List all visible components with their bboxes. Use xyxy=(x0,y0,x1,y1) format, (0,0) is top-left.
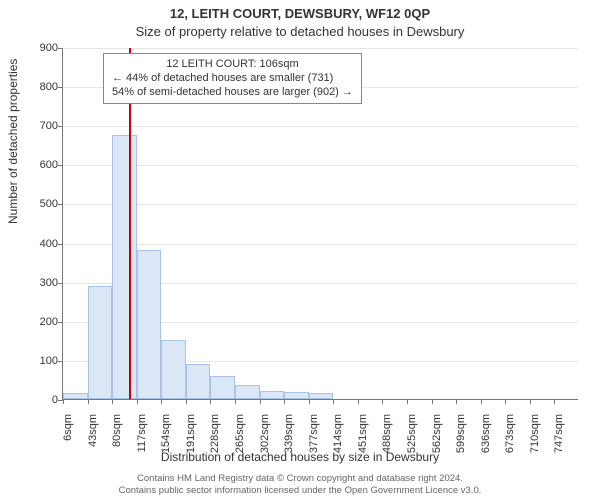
y-tick-mark xyxy=(58,204,63,205)
gridline xyxy=(63,244,578,245)
y-tick-label: 100 xyxy=(8,355,58,367)
histogram-bar xyxy=(284,392,309,399)
histogram-bar xyxy=(260,391,285,399)
y-tick-mark xyxy=(58,322,63,323)
page-title-subtitle: Size of property relative to detached ho… xyxy=(0,24,600,39)
x-tick-mark xyxy=(284,399,285,404)
x-tick-label: 6sqm xyxy=(62,414,74,454)
x-tick-mark xyxy=(235,399,236,404)
x-tick-label: 525sqm xyxy=(406,414,418,454)
x-tick-mark xyxy=(112,399,113,404)
y-tick-label: 600 xyxy=(8,159,58,171)
page-title-address: 12, LEITH COURT, DEWSBURY, WF12 0QP xyxy=(0,6,600,21)
histogram-bar xyxy=(235,385,260,399)
x-tick-label: 43sqm xyxy=(87,414,99,454)
x-tick-label: 377sqm xyxy=(308,414,320,454)
y-tick-label: 200 xyxy=(8,316,58,328)
x-tick-label: 747sqm xyxy=(553,414,565,454)
x-tick-mark xyxy=(333,399,334,404)
x-tick-label: 302sqm xyxy=(259,414,271,454)
y-tick-mark xyxy=(58,48,63,49)
histogram-bar xyxy=(161,340,186,399)
x-tick-mark xyxy=(210,399,211,404)
histogram-bar xyxy=(88,286,113,399)
y-tick-mark xyxy=(58,244,63,245)
annotation-line: ← 44% of detached houses are smaller (73… xyxy=(112,72,353,86)
x-tick-label: 80sqm xyxy=(111,414,123,454)
x-tick-mark xyxy=(530,399,531,404)
y-tick-label: 400 xyxy=(8,238,58,250)
gridline xyxy=(63,165,578,166)
y-tick-label: 0 xyxy=(8,394,58,406)
y-tick-mark xyxy=(58,87,63,88)
annotation-line: 12 LEITH COURT: 106sqm xyxy=(112,58,353,72)
y-tick-mark xyxy=(58,165,63,166)
annotation-line: 54% of semi-detached houses are larger (… xyxy=(112,86,353,100)
x-tick-mark xyxy=(137,399,138,404)
x-tick-label: 488sqm xyxy=(381,414,393,454)
y-tick-label: 700 xyxy=(8,120,58,132)
y-tick-label: 500 xyxy=(8,198,58,210)
annotation-box: 12 LEITH COURT: 106sqm← 44% of detached … xyxy=(103,53,362,104)
histogram-bar xyxy=(210,376,235,399)
histogram-bar xyxy=(186,364,211,399)
x-tick-mark xyxy=(456,399,457,404)
y-tick-mark xyxy=(58,126,63,127)
gridline xyxy=(63,204,578,205)
x-tick-mark xyxy=(260,399,261,404)
x-tick-label: 414sqm xyxy=(332,414,344,454)
x-tick-mark xyxy=(88,399,89,404)
histogram-bar xyxy=(137,250,162,399)
gridline xyxy=(63,48,578,49)
x-tick-mark xyxy=(505,399,506,404)
x-tick-label: 154sqm xyxy=(160,414,172,454)
x-tick-mark xyxy=(186,399,187,404)
y-tick-label: 300 xyxy=(8,277,58,289)
x-tick-mark xyxy=(63,399,64,404)
y-tick-label: 900 xyxy=(8,42,58,54)
footer-line-1: Contains HM Land Registry data © Crown c… xyxy=(0,473,600,484)
y-tick-mark xyxy=(58,361,63,362)
x-tick-label: 228sqm xyxy=(209,414,221,454)
x-tick-label: 636sqm xyxy=(480,414,492,454)
x-tick-label: 673sqm xyxy=(504,414,516,454)
footer-attribution: Contains HM Land Registry data © Crown c… xyxy=(0,473,600,496)
x-tick-label: 451sqm xyxy=(357,414,369,454)
x-tick-mark xyxy=(382,399,383,404)
x-tick-label: 117sqm xyxy=(136,414,148,454)
x-tick-label: 265sqm xyxy=(234,414,246,454)
gridline xyxy=(63,126,578,127)
histogram-bar xyxy=(112,135,137,399)
x-tick-mark xyxy=(161,399,162,404)
histogram-bar xyxy=(63,393,88,399)
x-tick-label: 339sqm xyxy=(283,414,295,454)
x-tick-label: 710sqm xyxy=(529,414,541,454)
x-tick-label: 599sqm xyxy=(455,414,467,454)
histogram-bar xyxy=(309,393,334,399)
footer-line-2: Contains public sector information licen… xyxy=(0,485,600,496)
x-tick-mark xyxy=(481,399,482,404)
x-tick-label: 191sqm xyxy=(185,414,197,454)
y-tick-label: 800 xyxy=(8,81,58,93)
x-tick-mark xyxy=(309,399,310,404)
x-tick-mark xyxy=(554,399,555,404)
y-tick-mark xyxy=(58,283,63,284)
x-tick-label: 562sqm xyxy=(431,414,443,454)
x-tick-mark xyxy=(407,399,408,404)
x-tick-mark xyxy=(358,399,359,404)
x-tick-mark xyxy=(432,399,433,404)
